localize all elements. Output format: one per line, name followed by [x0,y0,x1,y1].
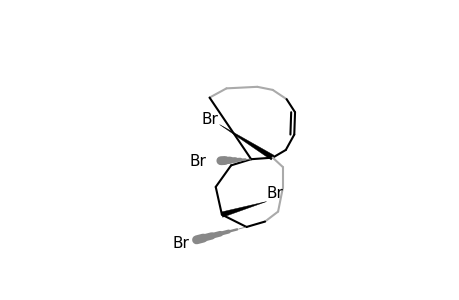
Text: Br: Br [202,112,218,127]
Text: Br: Br [189,154,206,169]
Text: Br: Br [266,186,283,201]
Polygon shape [221,202,266,217]
Text: Br: Br [172,236,189,251]
Polygon shape [219,124,274,160]
